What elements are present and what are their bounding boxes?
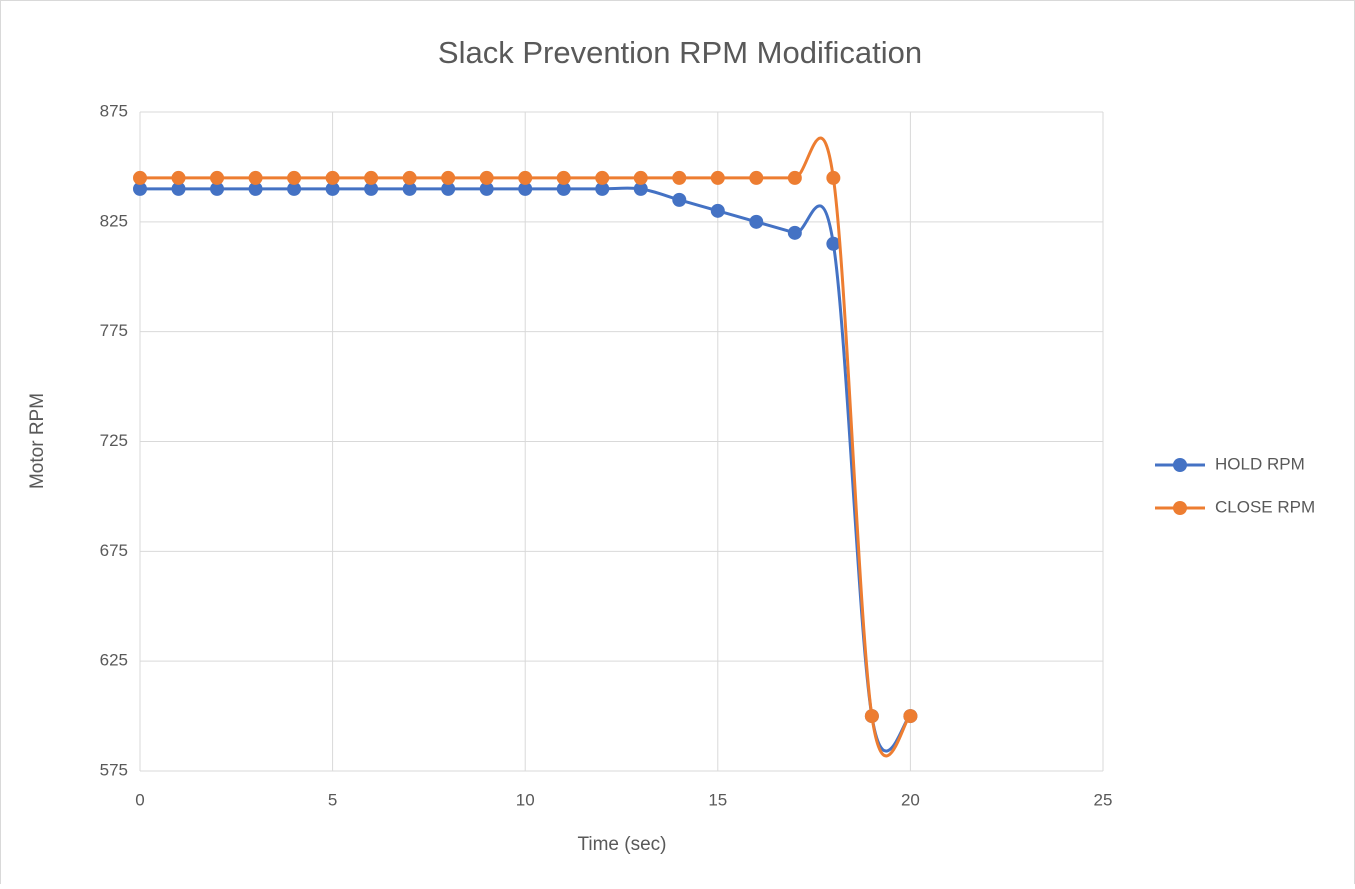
data-point xyxy=(325,181,340,196)
data-point xyxy=(364,170,379,185)
y-tick-label: 725 xyxy=(100,431,128,450)
x-tick-label: 0 xyxy=(135,790,144,809)
data-point xyxy=(518,181,533,196)
x-tick-label: 10 xyxy=(516,790,535,809)
x-tick-label: 15 xyxy=(708,790,727,809)
data-point xyxy=(248,170,263,185)
data-point xyxy=(864,709,879,724)
data-point xyxy=(749,214,764,229)
y-tick-label: 575 xyxy=(100,760,128,779)
legend-label: HOLD RPM xyxy=(1215,454,1305,473)
data-point xyxy=(248,181,263,196)
legend-marker xyxy=(1173,501,1187,515)
data-point xyxy=(479,170,494,185)
data-point xyxy=(402,170,417,185)
data-point xyxy=(787,170,802,185)
data-point xyxy=(903,709,918,724)
data-point xyxy=(633,181,648,196)
data-point xyxy=(826,170,841,185)
y-axis-label: Motor RPM xyxy=(27,393,48,489)
data-point xyxy=(441,170,456,185)
data-point xyxy=(402,181,417,196)
y-tick-label: 675 xyxy=(100,541,128,560)
data-point xyxy=(595,181,610,196)
data-point xyxy=(595,170,610,185)
x-tick-label: 20 xyxy=(901,790,920,809)
y-tick-label: 625 xyxy=(100,651,128,670)
data-point xyxy=(479,181,494,196)
chart-title: Slack Prevention RPM Modification xyxy=(438,35,922,70)
data-point xyxy=(787,225,802,240)
data-point xyxy=(672,192,687,207)
y-tick-label: 875 xyxy=(100,101,128,120)
x-tick-label: 25 xyxy=(1094,790,1113,809)
data-point xyxy=(325,170,340,185)
data-point xyxy=(556,181,571,196)
x-tick-label: 5 xyxy=(328,790,337,809)
data-point xyxy=(672,170,687,185)
legend-label: CLOSE RPM xyxy=(1215,497,1315,516)
data-point xyxy=(210,181,225,196)
y-tick-label: 825 xyxy=(100,211,128,230)
data-point xyxy=(556,170,571,185)
data-point xyxy=(826,236,841,251)
data-point xyxy=(133,170,147,185)
data-point xyxy=(133,181,147,196)
x-axis-label: Time (sec) xyxy=(577,834,666,855)
data-point xyxy=(518,170,533,185)
data-point xyxy=(710,170,725,185)
data-point xyxy=(364,181,379,196)
data-point xyxy=(210,170,225,185)
legend-marker xyxy=(1173,458,1187,472)
data-point xyxy=(287,170,302,185)
y-tick-label: 775 xyxy=(100,321,128,340)
data-point xyxy=(441,181,456,196)
data-point xyxy=(710,203,725,218)
data-point xyxy=(171,181,186,196)
data-point xyxy=(171,170,186,185)
data-point xyxy=(749,170,764,185)
data-point xyxy=(633,170,648,185)
data-point xyxy=(287,181,302,196)
